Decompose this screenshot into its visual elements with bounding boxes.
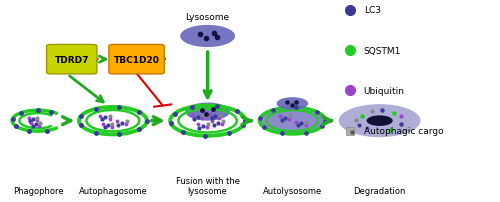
Text: Degradation: Degradation: [354, 186, 406, 195]
Text: TDRD7: TDRD7: [54, 55, 89, 64]
Text: TBC1D20: TBC1D20: [114, 55, 160, 64]
Text: LC3: LC3: [364, 6, 380, 15]
Text: SQSTM1: SQSTM1: [364, 46, 401, 55]
Text: Autophagosome: Autophagosome: [78, 186, 148, 195]
Text: Autophagic cargo: Autophagic cargo: [364, 127, 444, 136]
Circle shape: [276, 98, 308, 110]
FancyBboxPatch shape: [109, 45, 164, 75]
Text: Autolysosome: Autolysosome: [263, 186, 322, 195]
Circle shape: [260, 108, 326, 134]
FancyBboxPatch shape: [46, 45, 97, 75]
Text: Ubiquitin: Ubiquitin: [364, 86, 405, 96]
Circle shape: [180, 26, 235, 48]
Circle shape: [339, 105, 420, 138]
Circle shape: [366, 116, 392, 126]
Text: Lysosome: Lysosome: [186, 13, 230, 22]
Text: Phagophore: Phagophore: [13, 186, 64, 195]
Circle shape: [185, 103, 230, 121]
Text: Fusion with the
lysosome: Fusion with the lysosome: [176, 176, 240, 195]
